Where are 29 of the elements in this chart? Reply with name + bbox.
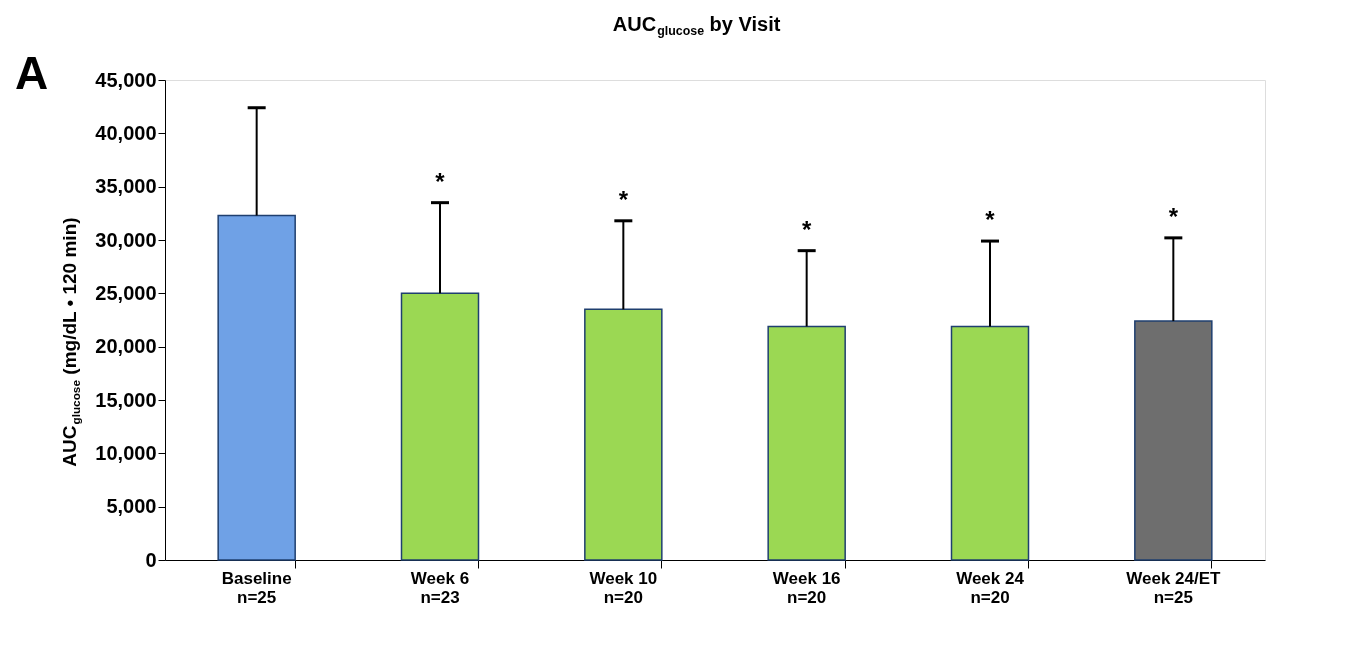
x-tick-label: Week 24 n=20 [956,568,1025,607]
annotation: * [801,215,812,243]
x-tick-label: Week 16 n=20 [772,568,841,607]
y-axis-title: AUCglucose (mg/dL • 120 min) [59,217,82,467]
y-tick-label: 0 [145,548,157,571]
y-tick-label: 20,000 [95,335,157,358]
annotation: * [1168,202,1179,230]
bar [217,214,296,561]
y-tick-label: 30,000 [95,228,157,251]
x-tick-label: Baseline n=25 [221,568,292,607]
annotation: * [618,185,629,213]
y-tick-label: 10,000 [95,441,157,464]
x-tick-label: Week 10 n=20 [589,568,658,607]
annotation: * [435,167,446,195]
y-tick-label: 25,000 [95,281,157,304]
y-tick-label: 5,000 [106,495,157,518]
y-tick-label: 45,000 [95,68,157,91]
bar [584,308,663,561]
bar [1134,320,1213,561]
bar [767,325,846,561]
y-tick-label: 40,000 [95,121,157,144]
bar [950,325,1030,561]
annotation: * [985,206,996,234]
bar [400,292,480,561]
y-tick-label: 15,000 [95,388,157,411]
x-tick-label: Week 6 n=23 [410,568,470,607]
x-tick-label: Week 24/ET n=25 [1126,568,1222,607]
y-tick-label: 35,000 [95,175,157,198]
text: A [15,47,49,99]
